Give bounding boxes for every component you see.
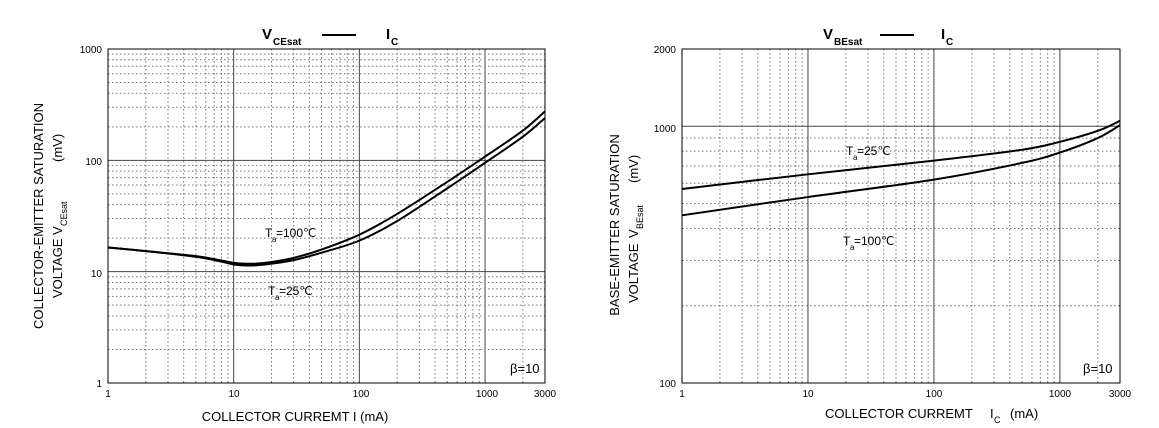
- vcesat-xtick: 1000: [476, 389, 499, 400]
- vcesat-series-line-b: [107, 117, 546, 267]
- vcesat-title-vs: I: [386, 26, 390, 43]
- vcesat-ytick: 1: [96, 379, 102, 390]
- vcesat-series: [107, 110, 546, 267]
- vcesat-tick-labels: 1 10 100 1000 3000 1 10 100 1000: [80, 45, 557, 400]
- vcesat-label-100c-rest: =100℃: [276, 226, 317, 240]
- vcesat-title-vs-sub: C: [391, 37, 398, 48]
- vbesat-ylabel-line2: VOLTAGE V BEsat (mV): [626, 155, 645, 303]
- vcesat-xlabel: COLLECTOR CURREMT I (mA): [202, 409, 389, 424]
- vcesat-chart: V CEsat I C COLLECTOR-EMITTER SATURATION…: [31, 26, 557, 424]
- vbesat-ylabel-sub: BEsat: [635, 204, 645, 229]
- vbesat-label-100c: T a =100℃: [843, 234, 895, 252]
- vbesat-ylabel-unit: (mV): [626, 155, 641, 183]
- vbesat-xtick: 100: [926, 389, 943, 400]
- vcesat-ylabel-prefix: VOLTAGE: [50, 238, 65, 298]
- vbesat-ytick: 2000: [654, 45, 677, 56]
- vcesat-ylabel-line1: COLLECTOR-EMITTER SATURATION: [31, 103, 46, 329]
- vcesat-ytick: 1000: [80, 45, 103, 56]
- vcesat-label-25c: T a =25℃: [268, 284, 313, 302]
- vbesat-series: [681, 119, 1121, 217]
- vbesat-ytick: 1000: [654, 124, 677, 135]
- vcesat-xtick: 10: [228, 389, 240, 400]
- vcesat-xtick: 3000: [534, 389, 557, 400]
- vcesat-label-100c-main: T: [265, 226, 273, 240]
- vbesat-xlabel-unit: (mA): [1010, 406, 1038, 421]
- vbesat-ytick: 100: [659, 379, 676, 390]
- vcesat-label-25c-rest: =25℃: [279, 284, 313, 298]
- vcesat-xtick: 100: [353, 389, 370, 400]
- vbesat-xlabel-symbol: I: [990, 406, 994, 421]
- vbesat-title: V BEsat I C: [823, 26, 953, 48]
- vbesat-ylabel-prefix: VOLTAGE: [626, 243, 641, 303]
- vcesat-beta-annotation: β=10: [510, 361, 540, 376]
- vbesat-label-100c-main: T: [843, 234, 851, 248]
- vcesat-label-25c-main: T: [268, 284, 276, 298]
- vcesat-ylabel-unit: (mV): [50, 134, 65, 162]
- vcesat-plot-frame: [107, 48, 546, 384]
- vbesat-label-25c-main: T: [846, 144, 854, 158]
- vbesat-xtick: 1000: [1049, 389, 1072, 400]
- vbesat-label-25c: T a =25℃: [846, 144, 891, 162]
- vbesat-xlabel-text: COLLECTOR CURREMT: [825, 406, 973, 421]
- vcesat-ylabel-symbol: V: [50, 226, 65, 235]
- vbesat-xlabel-sub: C: [994, 415, 1001, 425]
- vbesat-tick-labels: 1 10 100 1000 3000 100 1000 2000: [654, 45, 1132, 400]
- vbesat-label-100c-sub: a: [850, 243, 855, 252]
- vbesat-series-line-b: [681, 124, 1121, 217]
- vbesat-title-main: V: [823, 26, 833, 43]
- vcesat-ytick: 10: [91, 269, 103, 280]
- vbesat-label-25c-sub: a: [853, 153, 858, 162]
- vcesat-title: V CEsat I C: [262, 26, 398, 48]
- vcesat-ytick: 100: [85, 157, 102, 168]
- vcesat-ylabel-line2: VOLTAGE V CEsat (mV): [50, 134, 69, 298]
- vbesat-label-100c-rest: =100℃: [854, 234, 895, 248]
- vbesat-ylabel-line1: BASE-EMITTER SATURATION: [607, 134, 622, 316]
- vcesat-grid: [107, 48, 546, 384]
- vbesat-xtick: 10: [802, 389, 814, 400]
- vbesat-xtick: 1: [679, 389, 685, 400]
- vcesat-ylabel-sub: CEsat: [59, 201, 69, 226]
- vbesat-xlabel: COLLECTOR CURREMT I C (mA): [825, 406, 1038, 425]
- vcesat-label-25c-sub: a: [275, 293, 280, 302]
- vcesat-title-main-sub: CEsat: [273, 37, 302, 48]
- vcesat-title-main: V: [262, 26, 272, 43]
- vcesat-xtick: 1: [105, 389, 111, 400]
- vbesat-grid: [681, 48, 1121, 384]
- vcesat-label-100c-sub: a: [272, 235, 277, 244]
- vbesat-xtick: 3000: [1109, 389, 1132, 400]
- vbesat-label-25c-rest: =25℃: [857, 144, 891, 158]
- vbesat-chart: V BEsat I C BASE-EMITTER SATURATION VOLT…: [607, 26, 1132, 425]
- vbesat-title-main-sub: BEsat: [834, 37, 863, 48]
- vbesat-plot-frame: [681, 48, 1121, 384]
- vbesat-beta-annotation: β=10: [1083, 361, 1113, 376]
- vbesat-title-vs: I: [941, 26, 945, 43]
- vbesat-title-vs-sub: C: [946, 37, 953, 48]
- vbesat-ylabel-symbol: V: [626, 229, 641, 238]
- vcesat-label-100c: T a =100℃: [265, 226, 317, 244]
- vbesat-series-line-a: [681, 119, 1121, 190]
